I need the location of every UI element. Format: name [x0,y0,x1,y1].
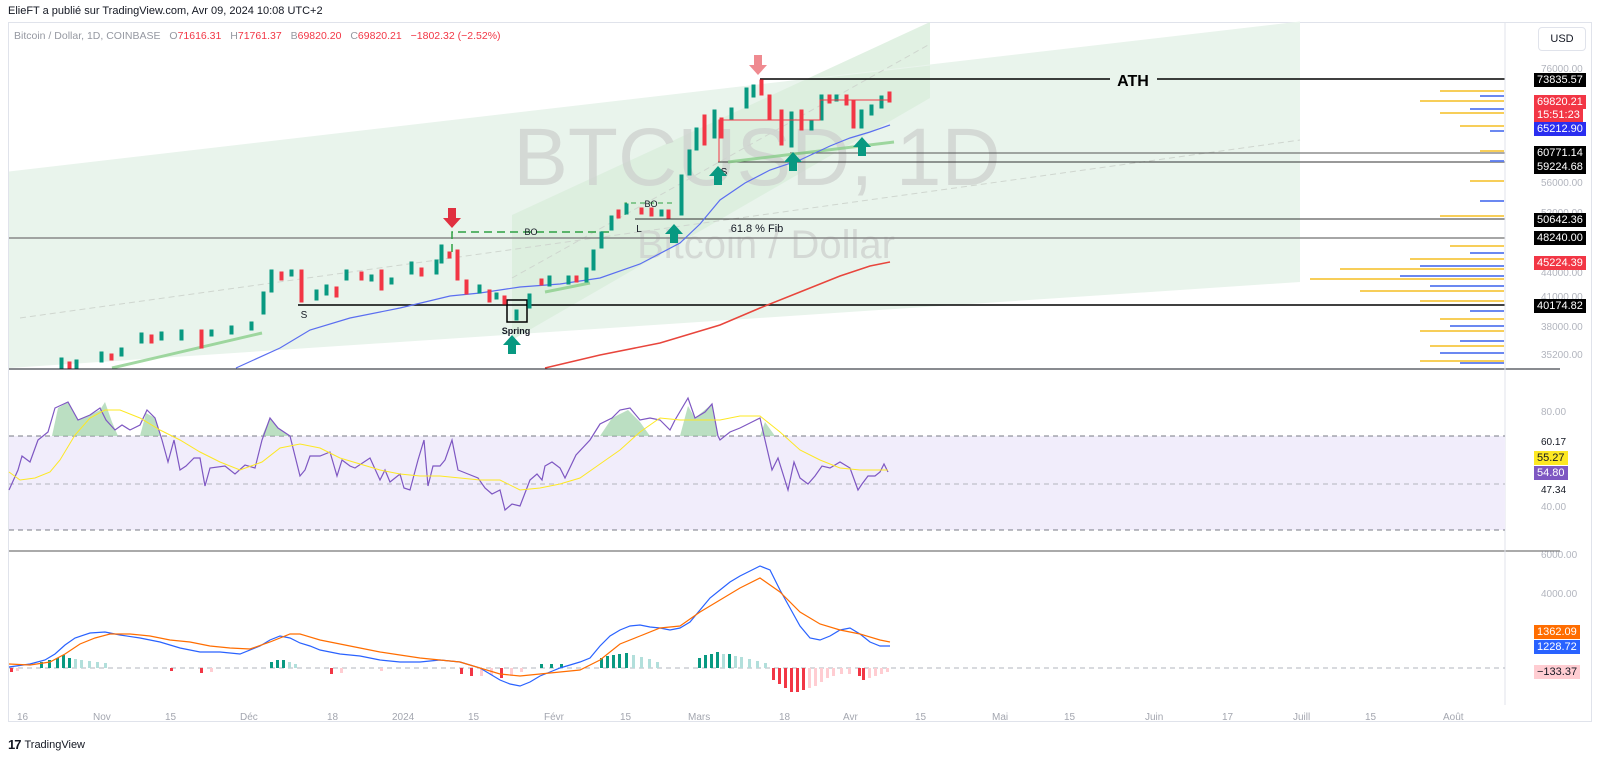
time-label: 15 [620,712,632,723]
rsi-level: 60.17 [1541,437,1567,448]
rsi-band [9,436,1505,530]
publish-info: ElieFT a publié sur TradingView.com, Avr… [8,5,323,17]
close-key: C [350,30,358,42]
price-tag-ma-blue: 65212.90 [1534,122,1586,136]
open-key: O [169,30,178,42]
high-key: H [230,30,238,42]
time-label: 15 [468,712,480,723]
symbol-description: Bitcoin / Dollar, 1D, COINBASE [14,30,161,42]
ma-blue-line [235,124,891,369]
histogram-tag: −133.37 [1534,665,1581,679]
candles [59,79,892,369]
bo-label-2: BO [644,199,657,209]
chart-frame[interactable] [8,22,1592,722]
ma-red-line [544,261,891,369]
close-value: 69820.21 [357,30,402,42]
signal-line [8,577,891,677]
up-arrow-icon [665,224,683,243]
time-label: 16 [17,712,29,723]
channel-top-line [8,21,1301,173]
fib-label: 61.8 % Fib [731,223,784,235]
time-label: Mars [688,712,711,723]
trendline-2 [544,281,591,294]
open-value: 71616.31 [177,30,222,42]
up-arrow-icon [709,166,727,185]
time-label: Déc [240,712,258,723]
price-tag-ma-red: 45224.39 [1534,256,1586,270]
brand-name: TradingView [24,738,86,751]
macd-line [8,565,890,687]
symbol-legend: Bitcoin / Dollar, 1D, COINBASE O71616.31… [14,30,501,42]
down-arrow-icon [443,208,461,228]
price-tick: 41000.00 [1541,292,1583,303]
time-label: 15 [915,712,927,723]
price-tag-level: 59224.68 [1534,160,1586,174]
macd-tick: 6000.00 [1541,550,1578,561]
rsi-tag: 54.80 [1534,466,1568,480]
signal-tag: 1362.09 [1534,625,1580,639]
s-label-1: S [301,310,308,321]
price-tick: 76000.00 [1541,64,1583,75]
time-label: 2024 [392,712,415,723]
rsi-tick: 80.00 [1541,407,1567,418]
time-label: Août [1443,712,1464,723]
ath-label: ATH [1117,73,1149,90]
rsi-level: 47.34 [1541,485,1567,496]
time-label: Mai [992,712,1009,723]
time-label: 18 [779,712,791,723]
bo-label-1: BO [524,227,537,237]
price-tag-last: 69820.21 [1534,95,1586,109]
spring-label: Spring [502,326,531,336]
low-value: 69820.20 [297,30,342,42]
change-value: −1802.32 (−2.52%) [410,30,501,42]
time-label: 17 [1222,712,1234,723]
watermark-name: Bitcoin / Dollar [637,223,895,267]
rsi-ma-line [8,409,888,491]
price-tag-ath: 73835.57 [1534,73,1586,87]
macd-tick: 4000.00 [1541,589,1578,600]
time-label: Juill [1293,712,1311,723]
up-arrow-icon [784,152,802,171]
up-arrow-icon [853,137,871,156]
time-label: 18 [327,712,339,723]
trendline-1 [111,331,263,370]
macd-histogram [10,652,889,692]
time-label: 15 [1064,712,1076,723]
bar-countdown: 15:51:23 [1534,108,1583,122]
rsi-line [8,396,889,512]
price-tick: 38000.00 [1541,322,1583,333]
l-label: L [636,224,642,235]
price-tick: 44000.00 [1541,268,1583,279]
low-key: B [290,30,298,42]
price-tag-level: 48240.00 [1534,231,1586,245]
volume-profile [1310,90,1504,364]
currency-selector[interactable]: USD [1538,27,1586,51]
time-label: Juin [1145,712,1164,723]
rsi-tick: 40.00 [1541,502,1567,513]
price-tag-level: 40174.82 [1534,299,1586,313]
price-tag-level: 60771.14 [1534,146,1586,160]
down-arrow-icon [749,55,767,75]
up-arrow-icon [503,335,521,354]
spring-box [506,299,528,323]
footer-branding[interactable]: 17 TradingView [8,737,85,752]
price-tag-level: 50642.36 [1534,213,1586,227]
high-value: 71761.37 [237,30,282,42]
time-label: Nov [93,712,111,723]
bo-line-1 [451,231,612,252]
time-label: 15 [165,712,177,723]
macd-tag: 1228.72 [1534,640,1580,654]
price-tick: 35200.00 [1541,350,1583,361]
time-label: 15 [1365,712,1377,723]
tradingview-logo-icon: 17 [8,737,22,752]
rsi-ma-tag: 55.27 [1534,451,1568,465]
time-label: Févr [544,712,564,723]
s-label-2: S [721,167,728,178]
channel-midline [19,139,1301,319]
price-tick: 56000.00 [1541,178,1583,189]
time-label: Avr [843,712,858,723]
